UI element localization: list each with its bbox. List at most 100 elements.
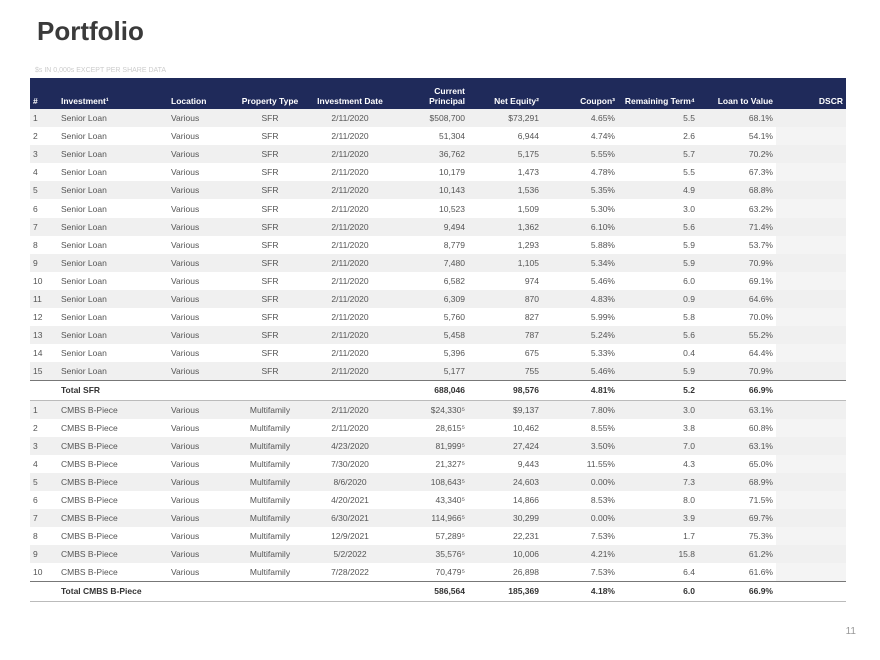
cell: Multifamily [249,495,291,506]
portfolio-table: # Investment¹ Location Property Type Investm… [30,78,846,602]
cell: CMBS B-Piece [58,472,168,491]
empty-cell [776,127,846,146]
cell: 2/11/2020 [306,181,394,200]
cell: 7/28/2022 [331,567,369,578]
cell: 36,762 [394,145,468,164]
cell: 1,473 [517,167,539,178]
cell: SFR [261,348,279,359]
column-header: Property Type [234,78,306,109]
cell: 69.1% [748,275,773,286]
cell: 14 [33,348,43,359]
cell: Various [168,509,234,528]
cell: 60.8% [748,422,773,433]
cell: Various [171,531,200,542]
table-row: 10 Senior Loan Various SFR 2/11/2020 6,582 974… [30,271,846,290]
cell: 5.88% [590,239,615,250]
total-cell: 688,046 [394,380,468,401]
cell: 974 [524,275,539,286]
empty-cell [776,199,846,218]
cell: Senior Loan [61,131,107,142]
cell: 15 [30,362,58,381]
cell: 10,143 [394,181,468,200]
cell: 10,462 [513,422,539,433]
table-row: 7 Senior Loan Various SFR 2/11/2020 9,494 1,36… [30,217,846,236]
cell: 1,293 [517,239,539,250]
cell: 22,231 [513,531,539,542]
cell: Various [171,567,200,578]
cell: 15.8 [618,545,698,564]
table-row: 2 CMBS B-Piece Various Multifamily 2/11/2020… [30,418,846,437]
cell: 10,006 [468,545,542,564]
cell: Multifamily [249,531,291,542]
empty-cell [776,490,846,510]
cell: CMBS B-Piece [61,567,118,578]
cell: 6,582 [443,275,465,286]
cell: 2/11/2020 [331,422,369,433]
cell: Multifamily [234,472,306,491]
empty-cell [776,527,846,546]
cell: CMBS B-Piece [61,531,118,542]
cell: Various [168,326,234,345]
cell: 55.2% [698,326,776,345]
cell: Various [171,312,200,323]
cell: 51,304 [439,131,465,142]
cell: 14,866 [513,495,539,506]
empty-cell [776,217,846,236]
cell: 8 [33,239,38,250]
cell: SFR [234,109,306,128]
cell: 68.9% [698,472,776,491]
empty-cell [30,581,58,602]
cell: Senior Loan [61,167,107,178]
cell: 4.9 [618,181,698,200]
cell: 10,179 [439,167,465,178]
cell: 13 [30,326,58,345]
cell: 4/20/2021 [331,495,369,506]
empty-cell [30,380,58,401]
page-number: 11 [845,626,856,637]
cell: Various [171,495,200,506]
cell: 0.9 [618,289,698,309]
cell: 53.7% [748,239,773,250]
cell: 5.8 [683,312,695,323]
cell: 2/11/2020 [331,275,369,286]
cell: SFR [234,217,306,236]
cell: 11 [30,289,58,309]
cell: Senior Loan [58,326,168,345]
empty-cell [776,181,846,200]
cell: 6,309 [394,289,468,309]
cell: 5.46% [590,275,615,286]
cell: 7,480 [394,253,468,272]
table-row: 5 CMBS B-Piece Various Multifamily 8/6/2020 1… [30,472,846,491]
cell: 3.0 [683,203,695,214]
empty-cell [776,454,846,473]
cell: 9 [30,253,58,272]
cell: 4.83% [542,289,618,309]
total-cell: 185,369 [468,581,542,602]
table-row: 2 Senior Loan Various SFR 2/11/2020 51,304 6,9… [30,127,846,146]
cell: 675 [524,348,539,359]
empty-cell [776,163,846,182]
cell: 26,898 [513,567,539,578]
cell: 2/11/2020 [306,289,394,309]
cell: 5.30% [590,203,615,214]
cell: 6.10% [542,217,618,236]
cell: Various [168,109,234,128]
cell: 28,615⁵ [435,422,465,433]
cell: 4.74% [590,131,615,142]
cell: 5.35% [542,181,618,200]
cell: 6.0 [683,275,695,286]
table-row: 10 CMBS B-Piece Various Multifamily 7/28/202… [30,563,846,582]
cell: 5,396 [443,348,465,359]
cell: 70.9% [698,362,776,381]
empty-cell [776,581,846,602]
cell: 1 [30,400,58,419]
total-cell: 6.0 [618,581,698,602]
column-header: Loan to Value [698,78,776,109]
cell: 54.1% [748,131,773,142]
cell: 5.33% [590,348,615,359]
cell: 1,509 [517,203,539,214]
cell: 75.3% [748,531,773,542]
cell: Senior Loan [58,289,168,309]
cell: 61.6% [748,567,773,578]
